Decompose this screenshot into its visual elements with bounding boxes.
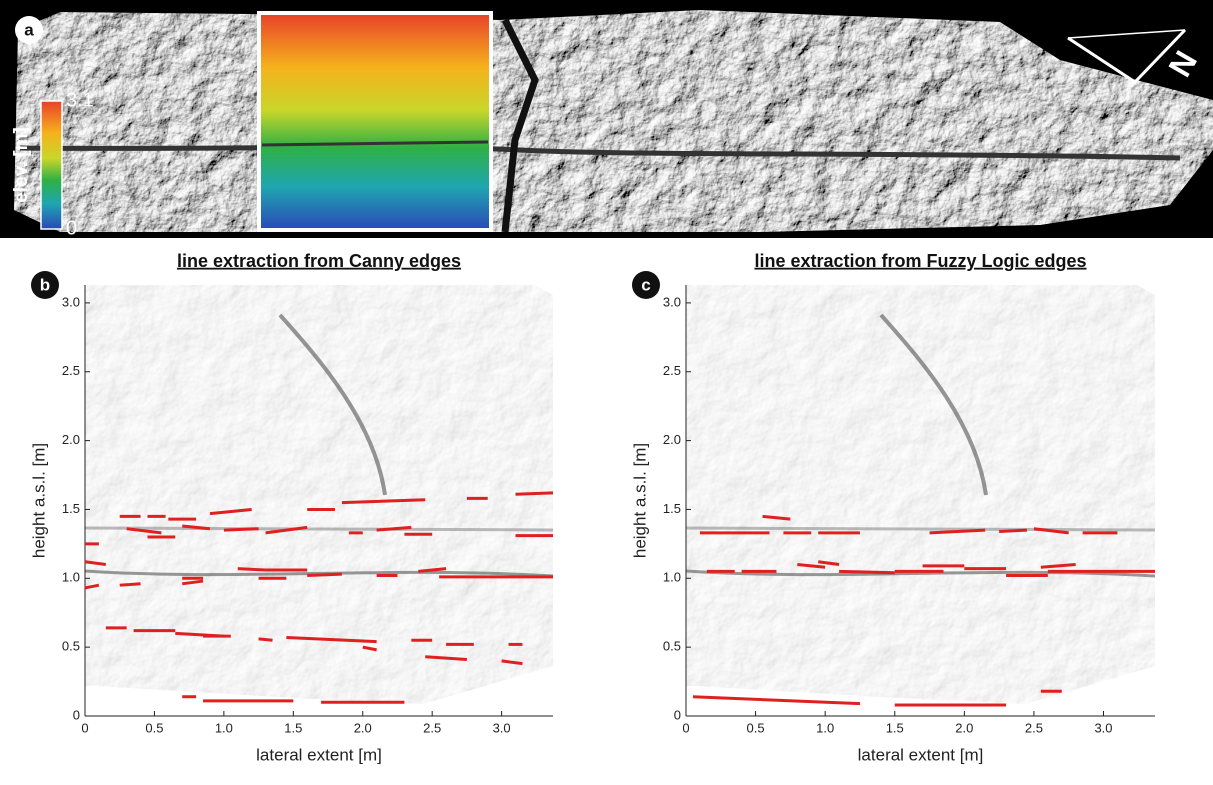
x-tick-label: 2.5 xyxy=(423,720,441,735)
y-tick-label: 1.0 xyxy=(62,570,80,585)
panel-label: c xyxy=(641,275,650,294)
relief-ledge xyxy=(686,528,1155,530)
x-tick-label: 3.0 xyxy=(493,720,511,735)
y-tick-label: 1.5 xyxy=(62,501,80,516)
y-tick-label: 1.5 xyxy=(663,501,681,516)
x-tick-label: 0 xyxy=(682,720,689,735)
y-axis-label: height a.s.l. [m] xyxy=(29,443,48,558)
x-tick-label: 0.5 xyxy=(747,720,765,735)
extracted-line xyxy=(238,569,266,570)
panel-a xyxy=(0,0,1213,238)
extracted-line xyxy=(120,584,141,585)
x-tick-label: 2.0 xyxy=(955,720,973,735)
x-tick-label: 1.0 xyxy=(215,720,233,735)
x-tick-label: 2.0 xyxy=(354,720,372,735)
panel-title: line extraction from Fuzzy Logic edges xyxy=(754,251,1086,271)
y-tick-label: 0.5 xyxy=(663,639,681,654)
colorbar-tick-label: 3.1 xyxy=(66,89,94,111)
relief-ledge xyxy=(85,528,553,530)
relief-image xyxy=(686,285,1155,704)
panel-title: line extraction from Canny edges xyxy=(177,251,461,271)
extracted-line xyxy=(259,639,273,640)
x-tick-label: 1.5 xyxy=(284,720,302,735)
rock-surface xyxy=(14,10,1213,232)
extracted-line xyxy=(224,529,259,530)
y-tick-label: 0 xyxy=(73,707,80,722)
x-tick-label: 2.5 xyxy=(1025,720,1043,735)
extracted-line xyxy=(999,530,1027,531)
colorbar-label: elev. [m] xyxy=(11,127,32,203)
panel-label: a xyxy=(24,20,34,39)
x-axis-label: lateral extent [m] xyxy=(858,745,984,764)
x-tick-label: 1.5 xyxy=(886,720,904,735)
y-tick-label: 0.5 xyxy=(62,639,80,654)
page: {"chart_data":[ {"type":"image","label":… xyxy=(0,0,1213,785)
relief-image xyxy=(85,285,553,704)
elevation-inset xyxy=(259,13,491,230)
y-tick-label: 2.5 xyxy=(663,363,681,378)
x-tick-label: 3.0 xyxy=(1094,720,1112,735)
y-tick-label: 1.0 xyxy=(663,570,681,585)
extracted-line xyxy=(839,571,895,572)
x-axis-label: lateral extent [m] xyxy=(256,745,382,764)
extracted-line xyxy=(307,574,342,575)
y-tick-label: 3.0 xyxy=(62,294,80,309)
colorbar-tick-label: 0 xyxy=(66,217,77,239)
y-tick-label: 2.5 xyxy=(62,363,80,378)
x-tick-label: 0 xyxy=(81,720,88,735)
y-tick-label: 2.0 xyxy=(663,432,681,447)
y-tick-label: 3.0 xyxy=(663,294,681,309)
colorbar xyxy=(41,101,62,229)
y-tick-label: 2.0 xyxy=(62,432,80,447)
figure: a03.1elev. [m]N00.51.01.52.02.53.000.51.… xyxy=(0,0,1213,780)
extracted-line xyxy=(693,697,860,704)
extracted-line xyxy=(516,493,553,494)
x-tick-label: 0.5 xyxy=(145,720,163,735)
panel-label: b xyxy=(40,275,50,294)
x-tick-label: 1.0 xyxy=(816,720,834,735)
y-axis-label: height a.s.l. [m] xyxy=(630,443,649,558)
y-tick-label: 0 xyxy=(674,707,681,722)
